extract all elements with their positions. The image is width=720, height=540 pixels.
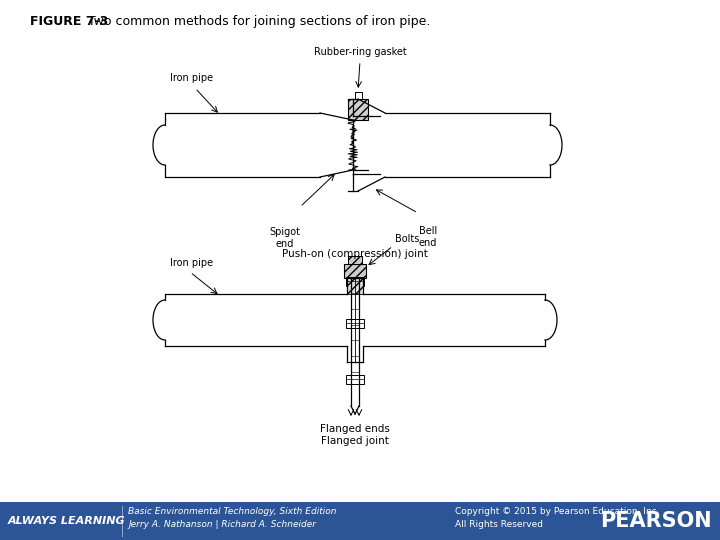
Text: FIGURE 7-3: FIGURE 7-3 — [30, 15, 108, 28]
Text: Copyright © 2015 by Pearson Education, Inc.
All Rights Reserved: Copyright © 2015 by Pearson Education, I… — [455, 507, 660, 529]
Bar — [344, 264, 366, 278]
Text: PEARSON: PEARSON — [600, 511, 712, 531]
Text: Flanged ends: Flanged ends — [320, 424, 390, 434]
Bar — [346, 375, 364, 383]
Bar — [354, 92, 361, 99]
Bar — [348, 256, 362, 264]
Bar — [348, 99, 368, 120]
Bar — [0, 502, 720, 540]
Text: Iron pipe: Iron pipe — [170, 258, 213, 268]
Bar — [346, 319, 364, 327]
Bar — [348, 256, 362, 264]
Bar — [346, 276, 364, 286]
Text: Bell
end: Bell end — [419, 226, 437, 248]
Text: Two common methods for joining sections of iron pipe.: Two common methods for joining sections … — [88, 15, 431, 28]
Text: Rubber-ring gasket: Rubber-ring gasket — [314, 47, 406, 57]
Text: Push-on (compression) joint: Push-on (compression) joint — [282, 249, 428, 259]
Text: Flanged joint: Flanged joint — [321, 436, 389, 446]
Text: Basic Environmental Technology, Sixth Edition
Jerry A. Nathanson | Richard A. Sc: Basic Environmental Technology, Sixth Ed… — [128, 507, 336, 529]
Text: Iron pipe: Iron pipe — [170, 73, 213, 83]
Text: Bolts: Bolts — [395, 234, 419, 244]
Text: Spigot
end: Spigot end — [269, 227, 300, 248]
Bar — [347, 278, 363, 294]
Text: ALWAYS LEARNING: ALWAYS LEARNING — [8, 516, 125, 526]
